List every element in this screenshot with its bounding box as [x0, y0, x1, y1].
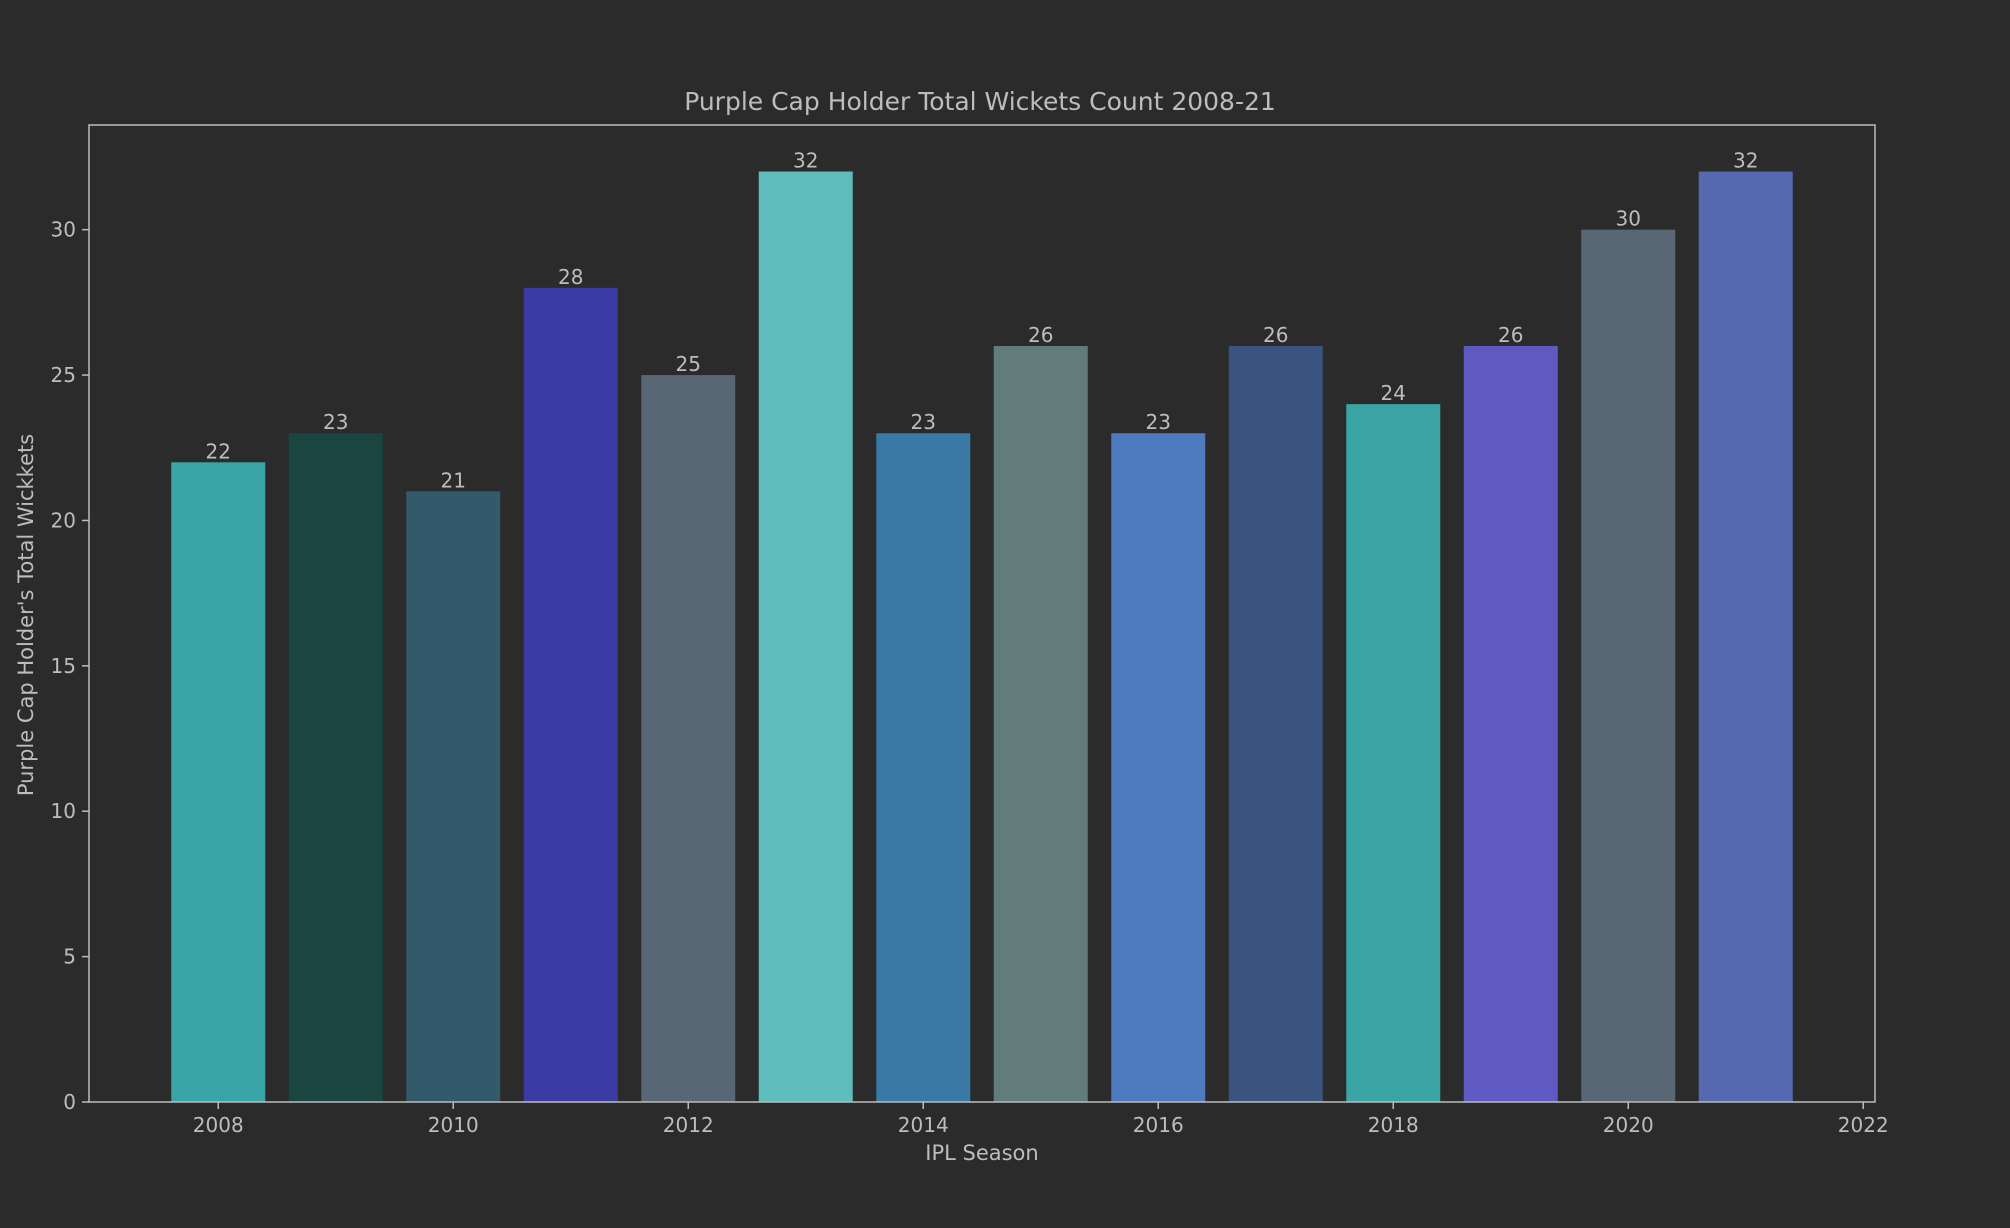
y-tick-label-15: 15: [51, 654, 76, 678]
x-tick-label-2012: 2012: [663, 1113, 714, 1137]
y-tick-label-0: 0: [63, 1090, 76, 1114]
bar-value-label-2013: 32: [793, 149, 818, 173]
bar-value-label-2017: 26: [1263, 323, 1288, 347]
bar-value-label-2011: 28: [558, 265, 583, 289]
y-tick-label-5: 5: [63, 945, 76, 969]
y-axis-label: Purple Cap Holder's Total Wickkets: [14, 434, 38, 796]
bar-2016: [1111, 433, 1206, 1103]
bar-2020: [1581, 229, 1676, 1102]
bar-2014: [876, 433, 971, 1103]
x-tick-label-2010: 2010: [428, 1113, 479, 1137]
x-tick-label-2008: 2008: [193, 1113, 244, 1137]
bar-value-label-2021: 32: [1733, 149, 1758, 173]
bars-group: [171, 171, 1793, 1103]
bar-2009: [288, 433, 383, 1103]
x-tick-label-2020: 2020: [1603, 1113, 1654, 1137]
bar-value-label-2009: 23: [323, 410, 348, 434]
x-axis-label: IPL Season: [925, 1141, 1038, 1165]
x-tick-label-2014: 2014: [898, 1113, 949, 1137]
y-tick-label-30: 30: [51, 218, 76, 242]
y-tick-label-20: 20: [51, 508, 76, 532]
bar-value-label-2020: 30: [1616, 207, 1641, 231]
x-tick-label-2018: 2018: [1368, 1113, 1419, 1137]
bar-value-label-2010: 21: [441, 468, 466, 492]
bar-2008: [171, 462, 266, 1102]
y-tick-label-10: 10: [51, 799, 76, 823]
bar-value-label-2012: 25: [676, 352, 701, 376]
y-axis: 0 5 10 15 20 25 30: [51, 218, 89, 1114]
bar-2010: [406, 491, 501, 1102]
bar-value-label-2015: 26: [1028, 323, 1053, 347]
bar-value-label-2018: 24: [1381, 381, 1406, 405]
plot-frame: [88, 124, 1876, 1103]
bar-value-label-2008: 22: [206, 439, 231, 463]
x-tick-label-2022: 2022: [1838, 1113, 1889, 1137]
bar-2019: [1463, 345, 1558, 1102]
y-tick-label-25: 25: [51, 363, 76, 387]
bar-2017: [1228, 345, 1323, 1102]
bar-2012: [641, 375, 736, 1102]
x-axis: 2008 2010 2012 2014 2016 2018 2020 2022: [193, 1102, 1889, 1137]
bar-value-label-2019: 26: [1498, 323, 1523, 347]
x-tick-label-2016: 2016: [1133, 1113, 1184, 1137]
bar-2018: [1346, 404, 1441, 1103]
bar-2011: [523, 287, 618, 1102]
bar-2021: [1698, 171, 1793, 1102]
chart-title: Purple Cap Holder Total Wickets Count 20…: [684, 87, 1276, 116]
bar-value-label-2016: 23: [1146, 410, 1171, 434]
bar-2015: [993, 345, 1088, 1102]
bar-2013: [758, 171, 853, 1102]
bar-labels-group: 22 23 21 28 25 32 23 26 23 26 24 26 30 32: [206, 149, 1759, 493]
bar-value-label-2014: 23: [911, 410, 936, 434]
